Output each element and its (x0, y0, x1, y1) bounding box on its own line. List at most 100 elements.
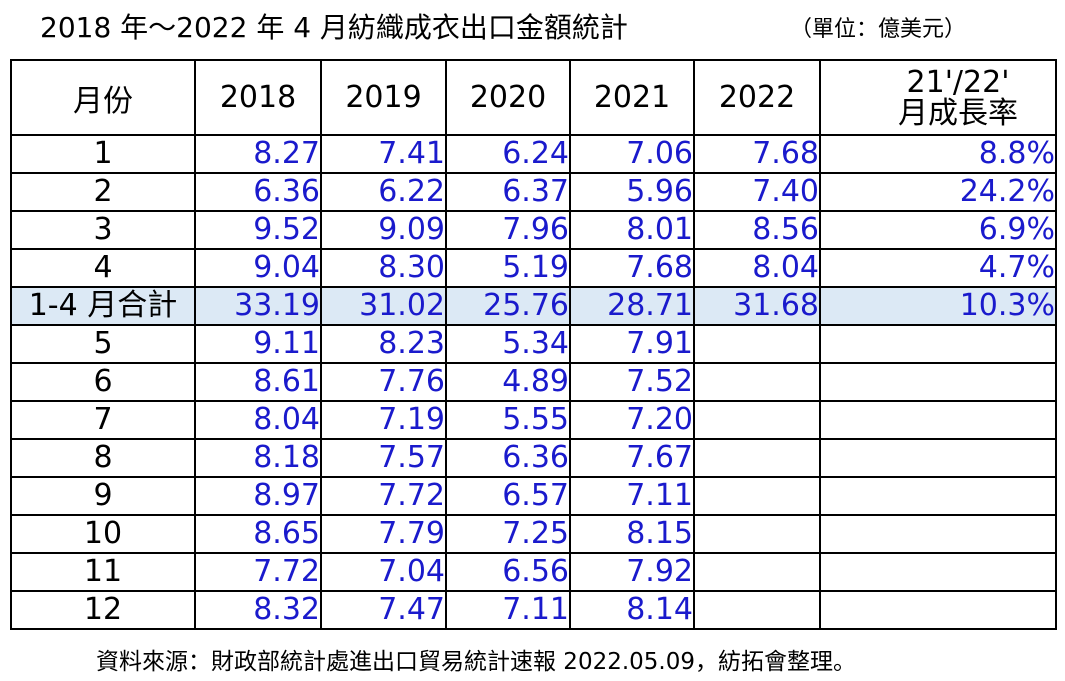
value-cell-2021: 7.06 (569, 134, 695, 174)
growth-cell (819, 552, 1057, 592)
value-cell-2018: 8.04 (194, 400, 322, 440)
value-cell-2021: 7.52 (569, 362, 695, 402)
value-cell-2020: 7.25 (445, 514, 571, 554)
value-cell-2021: 7.20 (569, 400, 695, 440)
header-growth-rate: 21'/22' 月成長率 (819, 59, 1057, 136)
table-row: 1-4 月合計 33.19 31.02 25.76 28.71 31.68 10.3% (10, 286, 1057, 326)
value-cell-2020: 6.37 (445, 172, 571, 212)
value-cell-2020: 7.96 (445, 210, 571, 250)
growth-cell (819, 514, 1057, 554)
value-cell-2018: 8.27 (194, 134, 322, 174)
value-cell-2022: 7.68 (693, 134, 821, 174)
table-row: 1 8.27 7.41 6.24 7.06 7.68 8.8% (10, 134, 1057, 174)
table-body: 1 8.27 7.41 6.24 7.06 7.68 8.8% 2 6.36 6.22 6.37 5.… (10, 134, 1057, 630)
value-cell-2022 (693, 590, 821, 630)
value-cell-2021: 7.11 (569, 476, 695, 516)
value-cell-2018: 8.61 (194, 362, 322, 402)
value-cell-2022 (693, 514, 821, 554)
value-cell-2021: 7.92 (569, 552, 695, 592)
month-cell: 3 (10, 210, 196, 250)
month-cell: 2 (10, 172, 196, 212)
value-cell-2022 (693, 438, 821, 478)
value-cell-2019: 9.09 (320, 210, 447, 250)
value-cell-2020: 4.89 (445, 362, 571, 402)
value-cell-2022: 7.40 (693, 172, 821, 212)
growth-cell: 8.8% (819, 134, 1057, 174)
value-cell-2018: 8.65 (194, 514, 322, 554)
table-row: 4 9.04 8.30 5.19 7.68 8.04 4.7% (10, 248, 1057, 288)
month-cell: 6 (10, 362, 196, 402)
month-cell: 4 (10, 248, 196, 288)
page-title: 2018 年～2022 年 4 月紡織成衣出口金額統計 (40, 11, 628, 44)
table-row: 9 8.97 7.72 6.57 7.11 (10, 476, 1057, 516)
value-cell-2022 (693, 362, 821, 402)
value-cell-2018: 8.18 (194, 438, 322, 478)
growth-cell (819, 438, 1057, 478)
value-cell-2020: 6.57 (445, 476, 571, 516)
table-row: 12 8.32 7.47 7.11 8.14 (10, 590, 1057, 630)
value-cell-2022 (693, 476, 821, 516)
value-cell-2020: 5.55 (445, 400, 571, 440)
value-cell-2021: 28.71 (569, 286, 695, 326)
table-row: 7 8.04 7.19 5.55 7.20 (10, 400, 1057, 440)
table-row: 8 8.18 7.57 6.36 7.67 (10, 438, 1057, 478)
value-cell-2018: 9.11 (194, 324, 322, 364)
value-cell-2022 (693, 324, 821, 364)
month-cell: 1-4 月合計 (10, 286, 196, 326)
table-row: 11 7.72 7.04 6.56 7.92 (10, 552, 1057, 592)
table-row: 2 6.36 6.22 6.37 5.96 7.40 24.2% (10, 172, 1057, 212)
value-cell-2020: 6.56 (445, 552, 571, 592)
value-cell-2018: 33.19 (194, 286, 322, 326)
header-growth-line1: 21'/22' (906, 64, 1010, 100)
value-cell-2019: 8.23 (320, 324, 447, 364)
value-cell-2021: 8.15 (569, 514, 695, 554)
header-row: 月份 2018 2019 2020 2021 2022 21'/22' 月成長率 (10, 59, 1057, 136)
month-cell: 5 (10, 324, 196, 364)
table-row: 5 9.11 8.23 5.34 7.91 (10, 324, 1057, 364)
unit-note: （單位：億美元） (790, 17, 967, 42)
growth-cell (819, 324, 1057, 364)
value-cell-2020: 6.36 (445, 438, 571, 478)
value-cell-2020: 5.34 (445, 324, 571, 364)
month-cell: 1 (10, 134, 196, 174)
value-cell-2019: 8.30 (320, 248, 447, 288)
value-cell-2019: 7.19 (320, 400, 447, 440)
value-cell-2021: 8.01 (569, 210, 695, 250)
header-year-2019: 2019 (320, 59, 447, 136)
month-cell: 9 (10, 476, 196, 516)
value-cell-2020: 7.11 (445, 590, 571, 630)
value-cell-2021: 7.67 (569, 438, 695, 478)
value-cell-2018: 9.52 (194, 210, 322, 250)
header-growth-line2: 月成長率 (898, 95, 1018, 131)
header-year-2020: 2020 (445, 59, 571, 136)
header-year-2021: 2021 (569, 59, 695, 136)
growth-cell (819, 590, 1057, 630)
value-cell-2018: 8.32 (194, 590, 322, 630)
month-cell: 8 (10, 438, 196, 478)
month-cell: 10 (10, 514, 196, 554)
value-cell-2022: 31.68 (693, 286, 821, 326)
growth-cell: 24.2% (819, 172, 1057, 212)
value-cell-2018: 7.72 (194, 552, 322, 592)
value-cell-2019: 7.57 (320, 438, 447, 478)
value-cell-2019: 7.47 (320, 590, 447, 630)
value-cell-2022: 8.56 (693, 210, 821, 250)
growth-cell (819, 476, 1057, 516)
value-cell-2019: 7.04 (320, 552, 447, 592)
value-cell-2021: 8.14 (569, 590, 695, 630)
value-cell-2019: 7.72 (320, 476, 447, 516)
value-cell-2019: 31.02 (320, 286, 447, 326)
export-statistics-table: 月份 2018 2019 2020 2021 2022 21'/22' 月成長率… (10, 59, 1057, 630)
value-cell-2021: 7.68 (569, 248, 695, 288)
table-row: 10 8.65 7.79 7.25 8.15 (10, 514, 1057, 554)
value-cell-2022 (693, 552, 821, 592)
source-note: 資料來源：財政部統計處進出口貿易統計速報 2022.05.09，紡拓會整理。 (96, 649, 856, 675)
value-cell-2018: 6.36 (194, 172, 322, 212)
value-cell-2021: 5.96 (569, 172, 695, 212)
table-row: 6 8.61 7.76 4.89 7.52 (10, 362, 1057, 402)
value-cell-2022 (693, 400, 821, 440)
growth-cell (819, 362, 1057, 402)
month-cell: 12 (10, 590, 196, 630)
value-cell-2021: 7.91 (569, 324, 695, 364)
value-cell-2020: 6.24 (445, 134, 571, 174)
